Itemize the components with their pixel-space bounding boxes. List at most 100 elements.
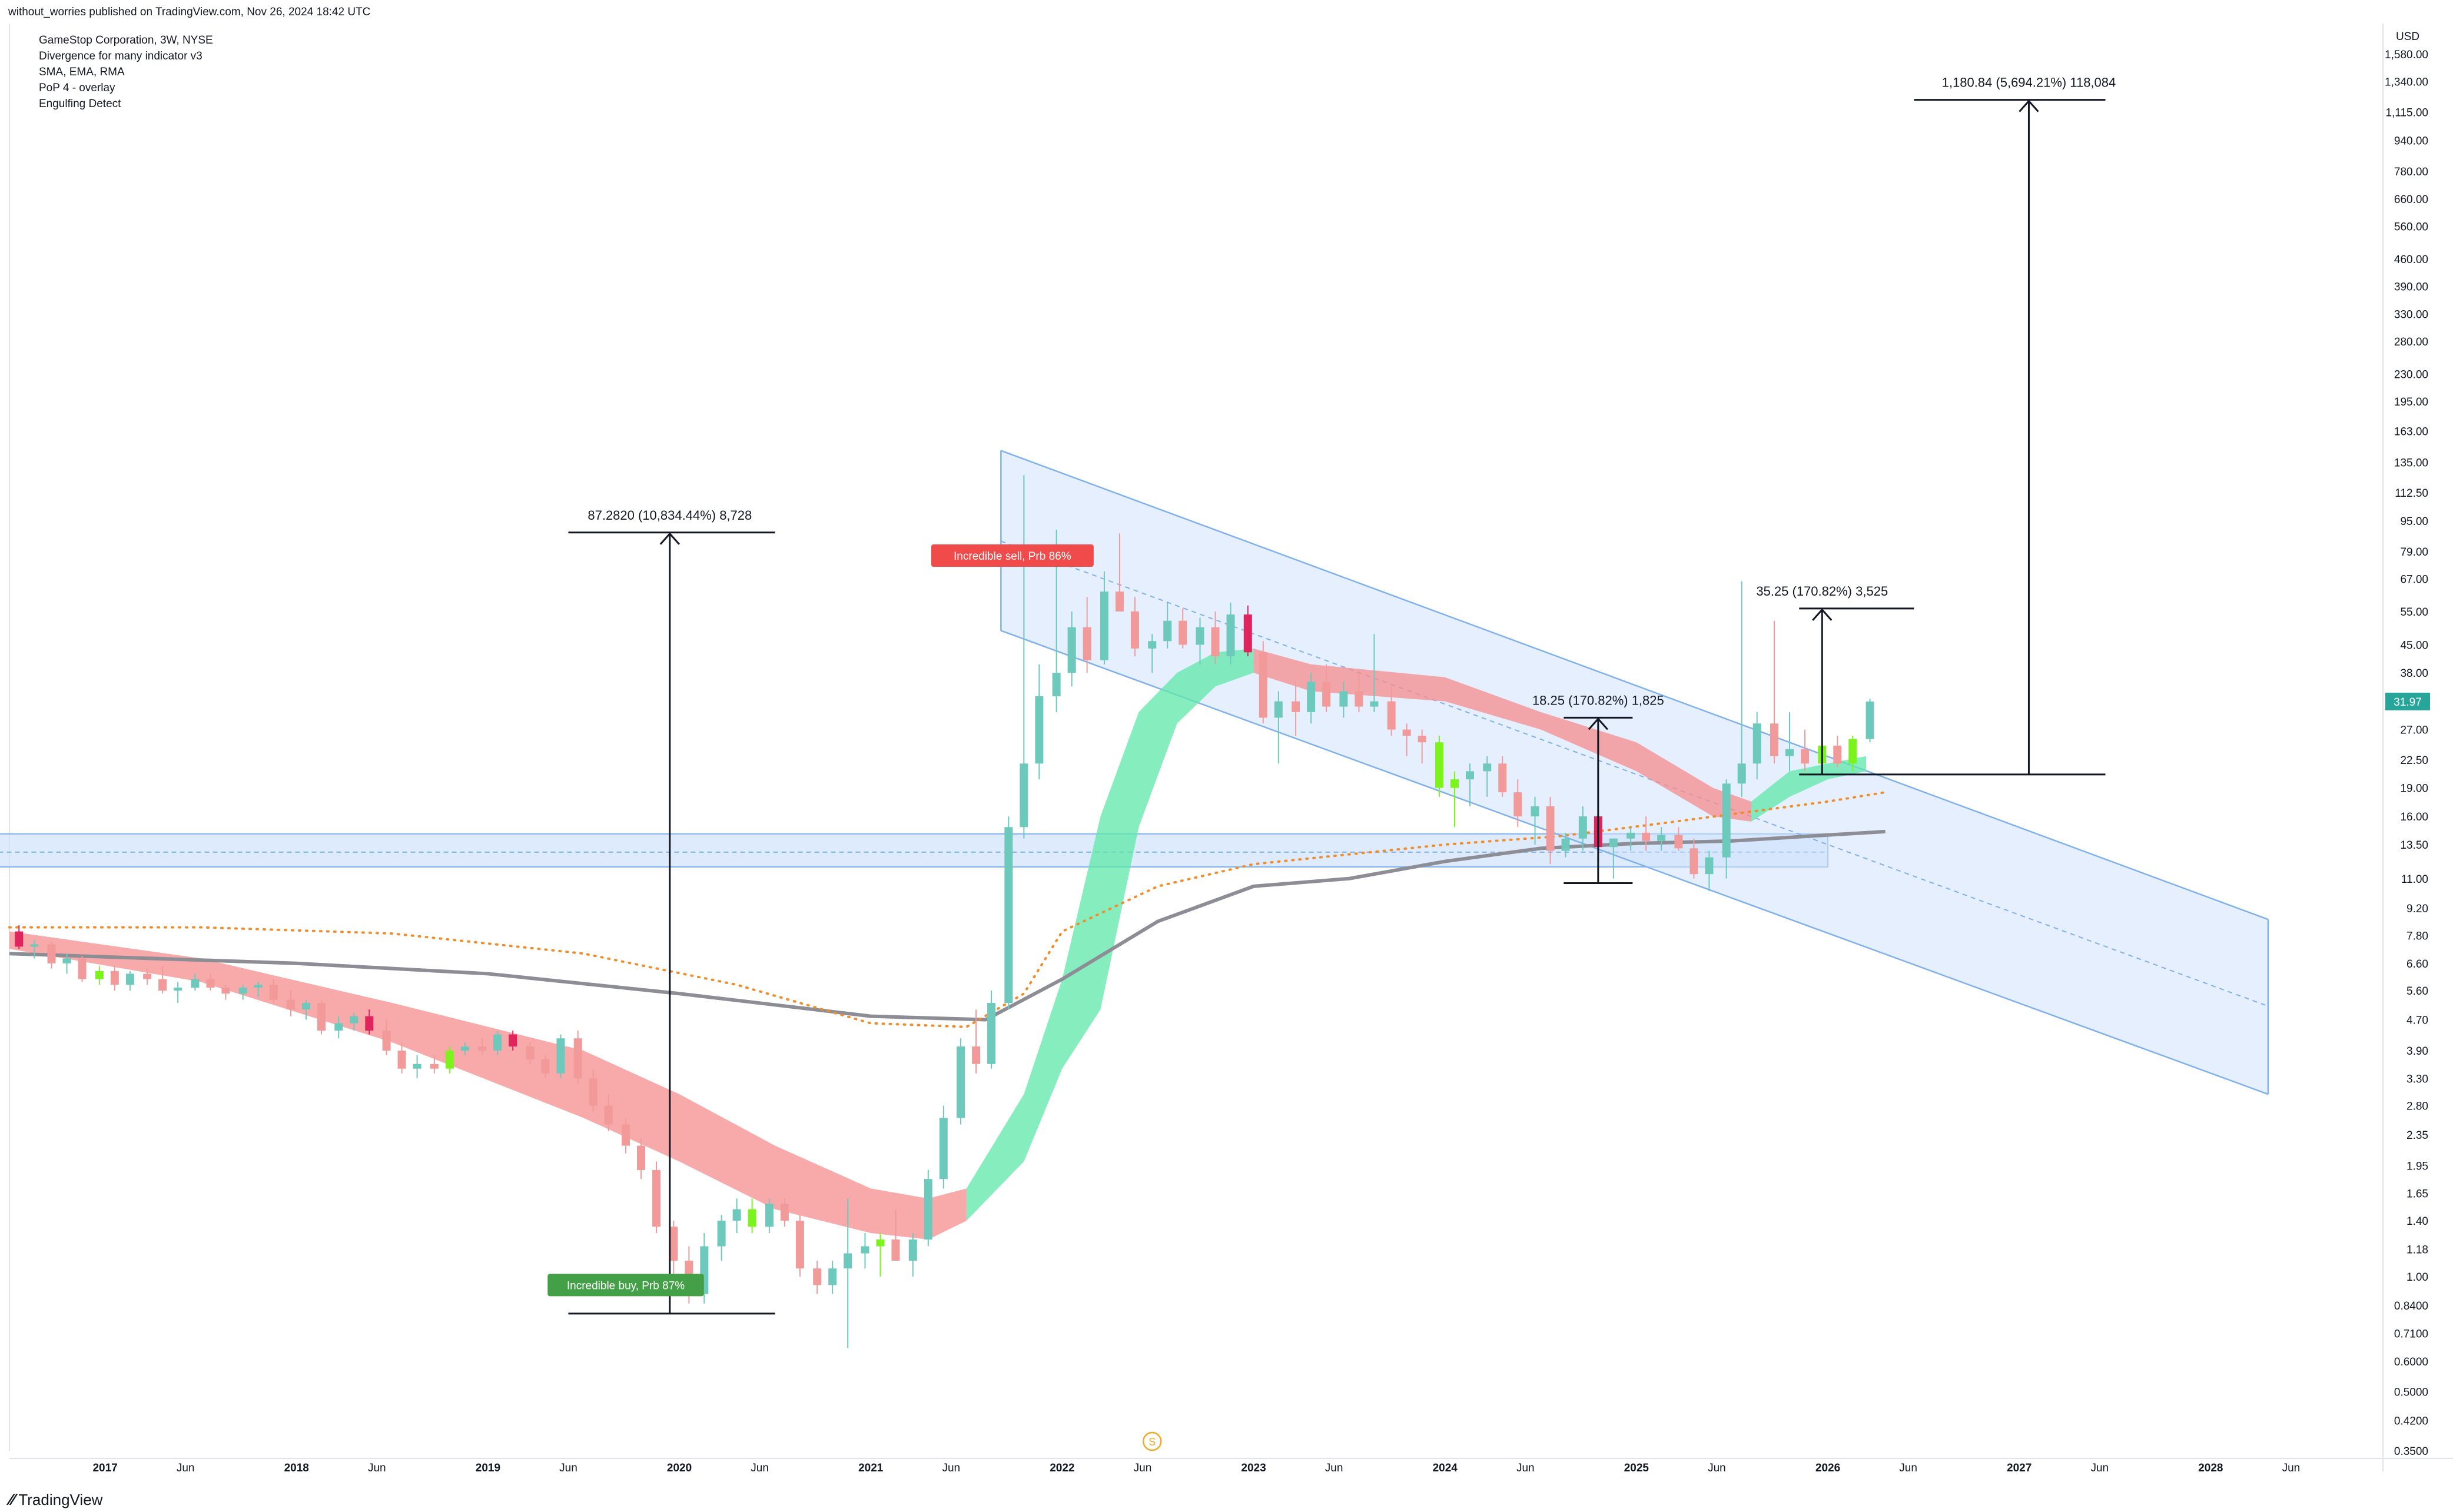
candle-body[interactable] xyxy=(1833,745,1842,764)
candle-body[interactable] xyxy=(1035,696,1044,764)
candle-body[interactable] xyxy=(62,958,71,963)
candle-body[interactable] xyxy=(1052,673,1061,696)
indicator-pop-overlay[interactable]: PoP 4 - overlay xyxy=(39,82,115,94)
candle-body[interactable] xyxy=(158,979,167,991)
candle-body[interactable] xyxy=(110,971,119,985)
candle-body[interactable] xyxy=(1211,627,1220,656)
candle-body[interactable] xyxy=(780,1204,789,1221)
candle-body[interactable] xyxy=(382,1031,391,1051)
candle-body[interactable] xyxy=(302,1003,310,1010)
candle-body[interactable] xyxy=(269,985,278,1000)
candle-body[interactable] xyxy=(1546,806,1555,851)
dividend-marker-icon[interactable] xyxy=(1142,1431,1162,1451)
buy-signal-label[interactable] xyxy=(547,1274,704,1297)
candle-body[interactable] xyxy=(1020,763,1028,828)
candle-body[interactable] xyxy=(1866,701,1874,739)
candle-body[interactable] xyxy=(47,944,56,963)
candle-body[interactable] xyxy=(1292,701,1300,712)
candle-body[interactable] xyxy=(1083,627,1091,660)
candle-body[interactable] xyxy=(1179,620,1187,645)
candle-body[interactable] xyxy=(1689,848,1698,875)
candle-body[interactable] xyxy=(541,1059,550,1074)
candle-body[interactable] xyxy=(78,958,87,979)
candle-body[interactable] xyxy=(1243,614,1252,653)
candle-body[interactable] xyxy=(1402,729,1411,736)
indicator-divergence[interactable]: Divergence for many indicator v3 xyxy=(39,50,203,62)
candle-body[interactable] xyxy=(732,1209,741,1221)
candle-body[interactable] xyxy=(206,979,215,988)
candle-body[interactable] xyxy=(1465,771,1474,780)
indicator-engulfing[interactable]: Engulfing Detect xyxy=(39,98,121,110)
candle-body[interactable] xyxy=(908,1239,917,1261)
candle-body[interactable] xyxy=(1130,611,1139,649)
candle-body[interactable] xyxy=(1674,835,1683,849)
candle-body[interactable] xyxy=(1498,763,1507,793)
ema-dotted-line[interactable] xyxy=(8,791,1887,1028)
candle-body[interactable] xyxy=(1801,749,1810,764)
candle-body[interactable] xyxy=(1642,832,1651,841)
candle-body[interactable] xyxy=(286,999,295,1010)
candle-body[interactable] xyxy=(478,1046,487,1051)
symbol-title[interactable]: GameStop Corporation, 3W, NYSE xyxy=(39,34,213,46)
candle-body[interactable] xyxy=(413,1064,421,1069)
candle-body[interactable] xyxy=(939,1118,948,1179)
candle-body[interactable] xyxy=(1561,838,1570,851)
candle-body[interactable] xyxy=(987,1003,996,1064)
candle-body[interactable] xyxy=(1387,701,1396,730)
candle-body[interactable] xyxy=(652,1169,661,1227)
candle-body[interactable] xyxy=(1705,857,1714,875)
candle-body[interactable] xyxy=(1627,832,1635,839)
candle-body[interactable] xyxy=(1722,783,1731,858)
candle-body[interactable] xyxy=(143,973,152,979)
candle-body[interactable] xyxy=(95,971,104,979)
candle-body[interactable] xyxy=(430,1064,439,1069)
candle-body[interactable] xyxy=(765,1204,774,1227)
candle-body[interactable] xyxy=(1435,742,1443,788)
candle-body[interactable] xyxy=(397,1051,406,1069)
candle-body[interactable] xyxy=(1148,641,1157,649)
candle-body[interactable] xyxy=(1307,682,1316,712)
candle-body[interactable] xyxy=(573,1038,582,1079)
candle-body[interactable] xyxy=(1737,763,1746,784)
candle-body[interactable] xyxy=(669,1227,678,1261)
candle-body[interactable] xyxy=(1004,827,1013,1003)
candle-body[interactable] xyxy=(317,1003,326,1031)
candle-body[interactable] xyxy=(350,1016,359,1023)
candle-body[interactable] xyxy=(1785,749,1794,756)
candle-body[interactable] xyxy=(1531,806,1539,817)
candle-body[interactable] xyxy=(254,985,263,988)
candle-body[interactable] xyxy=(1259,652,1267,718)
candle-body[interactable] xyxy=(1274,701,1283,718)
candle-body[interactable] xyxy=(1418,736,1426,743)
candle-body[interactable] xyxy=(1355,691,1363,707)
candle-body[interactable] xyxy=(1196,627,1204,645)
candle-body[interactable] xyxy=(604,1105,613,1125)
candle-body[interactable] xyxy=(1115,591,1124,612)
candle-body[interactable] xyxy=(334,1023,343,1031)
candle-body[interactable] xyxy=(957,1046,965,1118)
candle-body[interactable] xyxy=(795,1221,804,1269)
candle-body[interactable] xyxy=(748,1209,756,1227)
candle-body[interactable] xyxy=(622,1124,630,1146)
candle-body[interactable] xyxy=(30,944,39,947)
sma-line[interactable] xyxy=(9,829,1886,1022)
candle-body[interactable] xyxy=(637,1145,646,1170)
candle-body[interactable] xyxy=(509,1034,517,1047)
candle-body[interactable] xyxy=(876,1239,885,1247)
candle-body[interactable] xyxy=(445,1051,454,1069)
candle-body[interactable] xyxy=(1163,620,1172,642)
candle-body[interactable] xyxy=(15,931,24,947)
channel-lower-line[interactable] xyxy=(1000,630,2269,1095)
candle-body[interactable] xyxy=(813,1268,822,1285)
candle-body[interactable] xyxy=(1752,723,1761,764)
tradingview-logo[interactable]: ⁄⁄ TradingView xyxy=(9,1490,102,1509)
candle-body[interactable] xyxy=(1339,691,1348,707)
candle-body[interactable] xyxy=(191,979,200,988)
candle-body[interactable] xyxy=(828,1268,837,1285)
indicator-moving-averages[interactable]: SMA, EMA, RMA xyxy=(39,66,125,78)
candle-body[interactable] xyxy=(717,1221,726,1247)
candle-body[interactable] xyxy=(1770,723,1778,756)
candle-body[interactable] xyxy=(493,1034,502,1051)
candle-body[interactable] xyxy=(238,988,247,994)
